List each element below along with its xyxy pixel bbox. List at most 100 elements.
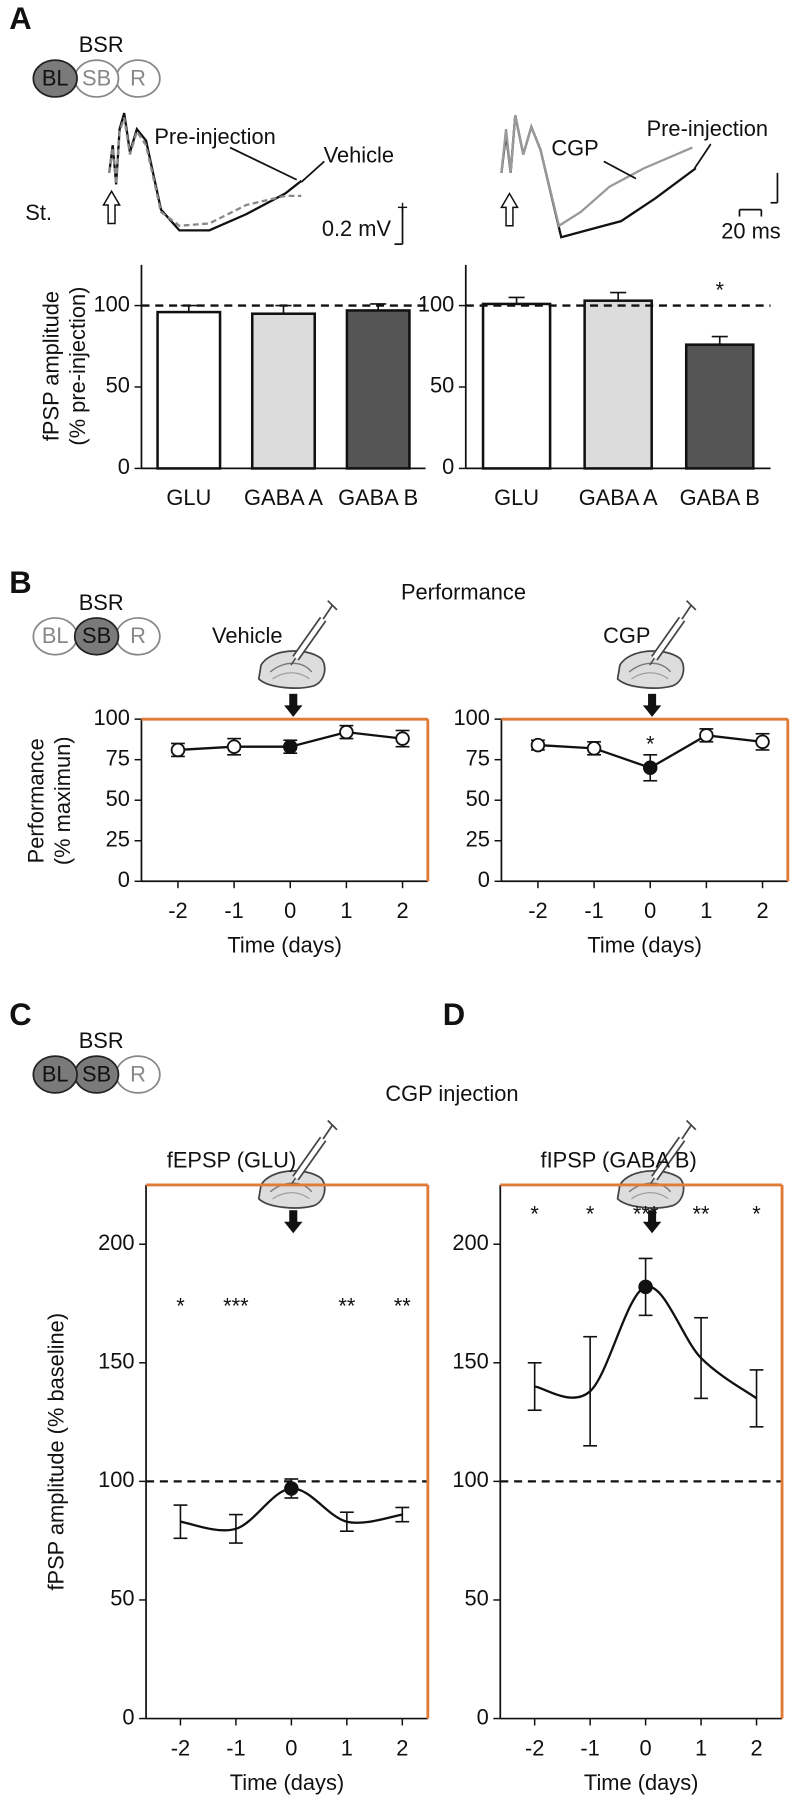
- panel-title: CGP injection: [385, 1081, 518, 1106]
- bsr-region: R: [130, 65, 146, 90]
- trace-label: St.: [25, 200, 52, 225]
- bar: [684, 343, 755, 470]
- x-tick-label: GABA A: [244, 485, 323, 510]
- scale-label: 0.2 mV: [322, 216, 392, 241]
- marker: [339, 724, 354, 740]
- y-axis-label: fPSP amplitude (% baseline): [43, 1313, 68, 1591]
- x-tick-label: -2: [168, 898, 187, 923]
- x-tick-label: 2: [750, 1735, 762, 1760]
- marker: [226, 739, 242, 754]
- traces-vehicle: [108, 112, 408, 246]
- bsr-label: BSR: [79, 590, 124, 615]
- bsr-region: SB: [82, 1061, 111, 1086]
- x-tick-label: 2: [756, 898, 768, 923]
- marker: [642, 760, 658, 776]
- x-tick-label: 0: [285, 1735, 297, 1760]
- panel-letter: B: [9, 565, 31, 600]
- y-tick-label: 100: [452, 1467, 488, 1492]
- injection-label: Vehicle: [212, 623, 282, 648]
- bsr-diagram: BSR BL SB R: [32, 1028, 161, 1094]
- trace-label: Vehicle: [324, 143, 394, 168]
- y-axis-label: fPSP amplitude(% pre-injection): [38, 287, 89, 446]
- x-tick-label: -2: [171, 1735, 190, 1760]
- significance: **: [338, 1294, 356, 1319]
- x-tick-label: -1: [224, 898, 243, 923]
- y-tick-label: 200: [98, 1230, 134, 1255]
- significance: **: [394, 1294, 412, 1319]
- bar: [250, 312, 317, 470]
- x-tick-label: -1: [580, 1735, 599, 1760]
- x-tick-label: -1: [584, 898, 603, 923]
- y-tick-label: 0: [442, 454, 454, 479]
- panel-letter: A: [9, 1, 31, 36]
- bsr-region: SB: [82, 623, 111, 648]
- x-tick-label: -2: [525, 1735, 544, 1760]
- significance: *: [752, 1202, 761, 1227]
- bar: [481, 302, 552, 470]
- bsr-label: BSR: [79, 32, 124, 57]
- significance: ***: [633, 1202, 659, 1227]
- y-tick-label: 150: [98, 1349, 134, 1374]
- significance: *: [586, 1202, 595, 1227]
- y-tick-label: 50: [466, 786, 490, 811]
- marker: [755, 734, 770, 750]
- bsr-region: BL: [42, 65, 69, 90]
- x-tick-label: 1: [695, 1735, 707, 1760]
- bsr-region: BL: [42, 623, 69, 648]
- y-tick-label: 25: [106, 827, 130, 852]
- significance: *: [715, 278, 724, 303]
- subtitle: fIPSP (GABA B): [541, 1148, 697, 1173]
- significance: **: [693, 1202, 711, 1227]
- y-tick-label: 150: [452, 1349, 488, 1374]
- bsr-region: R: [130, 623, 146, 648]
- x-axis-label: Time (days): [587, 933, 702, 958]
- bsr-region: BL: [42, 1061, 69, 1086]
- y-tick-label: 100: [98, 1467, 134, 1492]
- marker: [395, 731, 410, 746]
- marker: [699, 728, 714, 743]
- y-tick-label: 50: [464, 1586, 488, 1611]
- x-tick-label: 1: [700, 898, 712, 923]
- x-tick-label: -1: [226, 1735, 245, 1760]
- bsr-diagram: BSR BL SB R: [32, 590, 161, 656]
- x-tick-label: 0: [284, 898, 296, 923]
- x-axis-label: Time (days): [227, 933, 341, 958]
- x-tick-label: GABA A: [579, 485, 658, 510]
- marker: [283, 739, 298, 754]
- bar: [345, 309, 411, 470]
- x-axis-label: Time (days): [230, 1770, 344, 1795]
- panel-title: Performance: [401, 580, 526, 605]
- marker: [284, 1481, 299, 1496]
- significance: *: [176, 1294, 185, 1319]
- y-tick-label: 100: [94, 291, 130, 316]
- marker: [638, 1279, 653, 1295]
- y-tick-label: 50: [110, 1586, 134, 1611]
- y-tick-label: 50: [430, 373, 454, 398]
- significance: ***: [223, 1294, 249, 1319]
- y-tick-label: 0: [122, 1704, 134, 1729]
- y-tick-label: 0: [118, 867, 130, 892]
- y-tick-label: 25: [466, 827, 490, 852]
- significance: *: [646, 731, 655, 756]
- significance: *: [530, 1202, 539, 1227]
- x-tick-label: GLU: [494, 485, 539, 510]
- panel-letter: C: [9, 997, 31, 1032]
- x-tick-label: 0: [640, 1735, 652, 1760]
- x-tick-label: 2: [396, 1735, 408, 1760]
- panel-letter: D: [443, 997, 465, 1032]
- y-tick-label: 100: [418, 291, 454, 316]
- y-tick-label: 75: [466, 745, 490, 770]
- x-axis-label: Time (days): [584, 1770, 699, 1795]
- y-tick-label: 0: [477, 1704, 489, 1729]
- y-tick-label: 50: [106, 786, 130, 811]
- y-tick-label: 0: [118, 454, 130, 479]
- bsr-region: SB: [82, 65, 111, 90]
- y-tick-label: 200: [452, 1230, 488, 1255]
- trace-label: Pre-injection: [154, 124, 275, 149]
- trace-label: Pre-injection: [647, 116, 768, 141]
- x-tick-label: GABA B: [338, 485, 418, 510]
- marker: [170, 742, 186, 758]
- marker: [530, 737, 546, 753]
- x-tick-label: 2: [396, 898, 408, 923]
- x-tick-label: -2: [528, 898, 547, 923]
